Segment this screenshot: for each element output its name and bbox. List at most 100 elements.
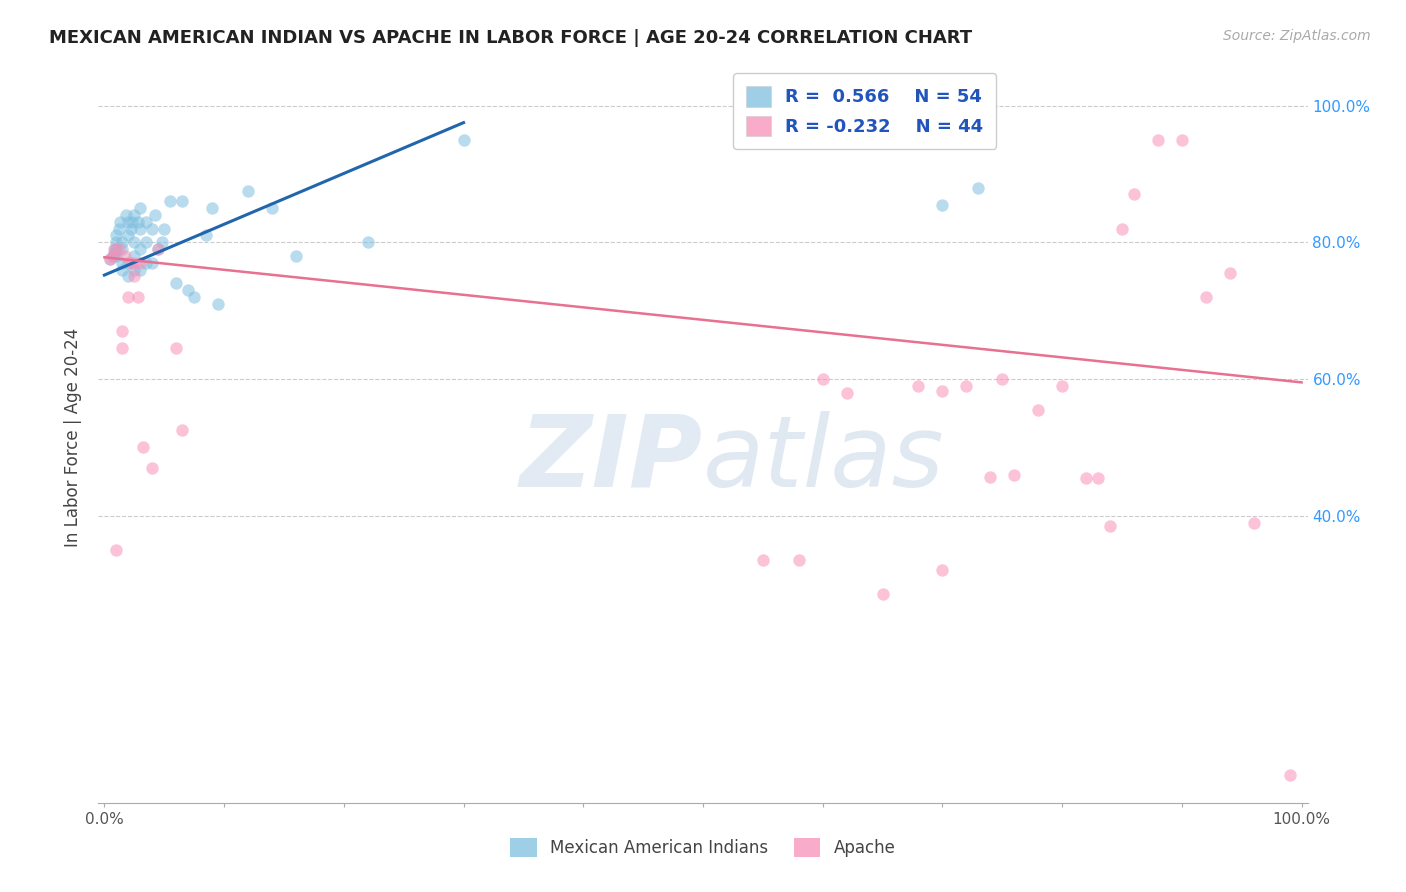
Point xyxy=(124,256,146,270)
Point xyxy=(117,228,139,243)
Point xyxy=(111,256,134,270)
Point xyxy=(1195,290,1218,304)
Point xyxy=(159,194,181,209)
Point xyxy=(135,215,157,229)
Point xyxy=(787,553,810,567)
Point xyxy=(111,262,134,277)
Point xyxy=(129,221,152,235)
Point xyxy=(105,249,128,263)
Point xyxy=(124,262,146,277)
Point xyxy=(107,242,129,256)
Point xyxy=(129,242,152,256)
Point xyxy=(111,341,134,355)
Point xyxy=(150,235,173,250)
Point xyxy=(1219,266,1241,280)
Point xyxy=(955,379,977,393)
Point xyxy=(105,242,128,256)
Point xyxy=(120,221,142,235)
Text: atlas: atlas xyxy=(703,410,945,508)
Point xyxy=(195,228,218,243)
Point xyxy=(105,228,128,243)
Point xyxy=(101,249,124,263)
Point xyxy=(967,180,990,194)
Text: ZIP: ZIP xyxy=(520,410,703,508)
Point xyxy=(260,201,283,215)
Point xyxy=(177,283,200,297)
Point xyxy=(284,249,307,263)
Point xyxy=(108,215,131,229)
Point xyxy=(141,221,163,235)
Point xyxy=(117,269,139,284)
Point xyxy=(103,242,125,256)
Point xyxy=(1147,133,1170,147)
Point xyxy=(183,290,205,304)
Point xyxy=(1074,471,1097,485)
Point xyxy=(153,221,176,235)
Point xyxy=(872,587,894,601)
Point xyxy=(104,242,127,256)
Point xyxy=(120,256,142,270)
Point xyxy=(121,215,143,229)
Point xyxy=(1123,187,1146,202)
Point xyxy=(132,440,155,454)
Point xyxy=(453,133,475,147)
Point xyxy=(907,379,929,393)
Point xyxy=(811,372,834,386)
Point xyxy=(124,269,146,284)
Point xyxy=(931,563,953,577)
Point xyxy=(100,252,122,267)
Point xyxy=(111,235,134,250)
Point xyxy=(124,208,146,222)
Point xyxy=(129,262,152,277)
Point xyxy=(127,290,149,304)
Point xyxy=(100,252,122,267)
Point xyxy=(124,249,146,263)
Point xyxy=(111,324,134,338)
Point xyxy=(111,242,134,256)
Point xyxy=(129,256,152,270)
Point xyxy=(236,184,259,198)
Point xyxy=(143,208,166,222)
Point xyxy=(1002,467,1025,482)
Point xyxy=(117,215,139,229)
Point xyxy=(127,215,149,229)
Point xyxy=(135,256,157,270)
Point xyxy=(105,235,128,250)
Point xyxy=(979,469,1001,483)
Legend: Mexican American Indians, Apache: Mexican American Indians, Apache xyxy=(503,831,903,864)
Point xyxy=(1087,471,1109,485)
Point xyxy=(207,297,229,311)
Point xyxy=(107,221,129,235)
Point xyxy=(835,385,858,400)
Point xyxy=(1050,379,1073,393)
Point xyxy=(172,194,194,209)
Point xyxy=(991,372,1014,386)
Point xyxy=(141,460,163,475)
Point xyxy=(752,553,775,567)
Point xyxy=(105,542,128,557)
Point xyxy=(1099,519,1122,533)
Point xyxy=(165,341,187,355)
Point xyxy=(357,235,380,250)
Point xyxy=(1026,402,1049,417)
Point xyxy=(101,249,124,263)
Point xyxy=(129,201,152,215)
Point xyxy=(103,245,125,260)
Point xyxy=(135,235,157,250)
Point xyxy=(114,249,136,263)
Point xyxy=(931,197,953,211)
Point xyxy=(931,384,953,398)
Point xyxy=(117,256,139,270)
Text: MEXICAN AMERICAN INDIAN VS APACHE IN LABOR FORCE | AGE 20-24 CORRELATION CHART: MEXICAN AMERICAN INDIAN VS APACHE IN LAB… xyxy=(49,29,973,46)
Point xyxy=(1278,768,1301,782)
Point xyxy=(141,256,163,270)
Point xyxy=(148,242,170,256)
Point xyxy=(148,242,170,256)
Point xyxy=(1171,133,1194,147)
Point xyxy=(1243,516,1265,530)
Point xyxy=(117,290,139,304)
Point xyxy=(172,423,194,437)
Y-axis label: In Labor Force | Age 20-24: In Labor Force | Age 20-24 xyxy=(65,327,83,547)
Point xyxy=(115,208,138,222)
Point xyxy=(165,277,187,291)
